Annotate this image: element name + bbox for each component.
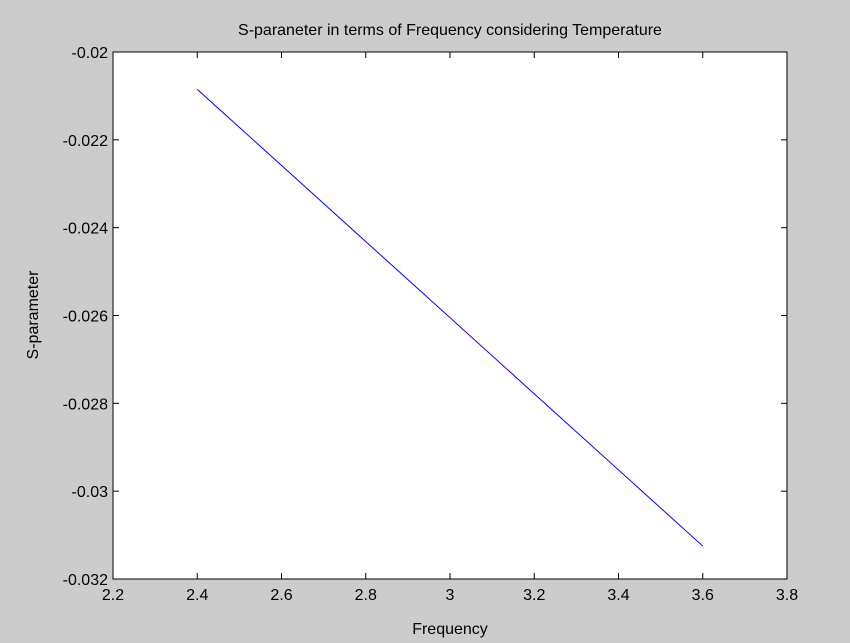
x-tick-label: 3 [446,587,455,604]
y-tick-label: -0.026 [63,309,108,326]
chart-title: S-paraneter in terms of Frequency consid… [238,22,662,39]
y-axis-label: S-parameter [25,270,42,360]
y-tick-label: -0.022 [63,133,108,150]
y-tick-label: -0.03 [72,484,109,501]
x-axis-label: Frequency [412,621,488,638]
y-tick-label: -0.032 [63,572,108,589]
x-tick-label: 2.2 [102,587,124,604]
y-tick-label: -0.028 [63,396,108,413]
series-line [196,88,704,547]
y-tick-label: -0.024 [63,221,108,238]
x-tick-label: 3.8 [776,587,798,604]
axes-background [113,52,787,579]
x-tick-label: 3.2 [523,587,545,604]
x-tick-label: 2.6 [270,587,292,604]
x-tick-label: 2.4 [186,587,208,604]
x-tick-label: 3.6 [692,587,714,604]
x-tick-label: 2.8 [355,587,377,604]
y-tick-label: -0.02 [72,45,109,62]
x-tick-label: 3.4 [607,587,629,604]
